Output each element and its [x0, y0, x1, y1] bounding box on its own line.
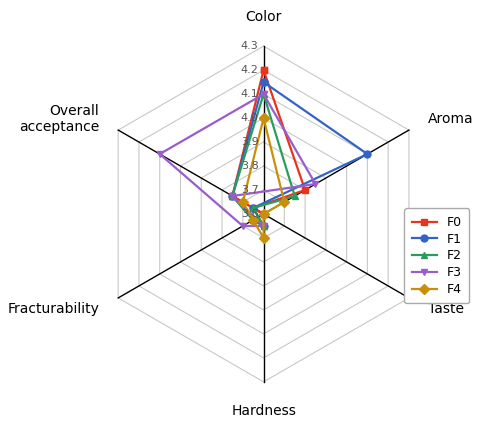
F1 — [250, 217, 256, 223]
F4 — [250, 217, 256, 223]
Line: F2: F2 — [229, 91, 298, 229]
F0 — [260, 68, 266, 73]
F2 — [230, 193, 235, 199]
F3 — [260, 92, 266, 97]
F4 — [260, 211, 266, 217]
F2 — [250, 205, 256, 211]
Text: 4.1: 4.1 — [241, 89, 258, 99]
F3 — [260, 92, 266, 97]
Text: Taste: Taste — [428, 302, 464, 316]
F1 — [364, 152, 370, 157]
Line: F1: F1 — [229, 79, 371, 229]
Text: Overall
acceptance: Overall acceptance — [19, 104, 100, 134]
F4 — [260, 235, 266, 241]
F3 — [240, 223, 246, 229]
Line: F0: F0 — [229, 67, 308, 217]
Text: 3.7: 3.7 — [241, 185, 258, 195]
F2 — [260, 92, 266, 97]
F0 — [260, 211, 266, 217]
F4 — [260, 116, 266, 121]
Text: Hardness: Hardness — [231, 404, 296, 418]
F3 — [230, 193, 235, 199]
F2 — [260, 223, 266, 229]
F1 — [260, 80, 266, 85]
F0 — [230, 193, 235, 199]
Text: 3.9: 3.9 — [241, 137, 258, 147]
Text: 4.0: 4.0 — [241, 113, 258, 123]
F0 — [260, 211, 266, 217]
Text: 3.6: 3.6 — [241, 209, 258, 219]
Text: 3.8: 3.8 — [241, 161, 258, 171]
F2 — [292, 193, 298, 199]
Legend: F0, F1, F2, F3, F4: F0, F1, F2, F3, F4 — [404, 208, 469, 303]
Text: Color: Color — [246, 10, 282, 24]
F4 — [282, 199, 288, 205]
F1 — [250, 205, 256, 211]
F4 — [240, 199, 246, 205]
F2 — [260, 92, 266, 97]
F4 — [260, 116, 266, 121]
F0 — [260, 68, 266, 73]
F1 — [260, 80, 266, 85]
Text: Fracturability: Fracturability — [8, 302, 100, 316]
Text: 4.3: 4.3 — [241, 41, 258, 51]
Line: F4: F4 — [240, 115, 288, 241]
F1 — [260, 223, 266, 229]
Line: F3: F3 — [156, 91, 319, 229]
Text: 4.2: 4.2 — [240, 65, 258, 75]
F0 — [302, 187, 308, 193]
Text: Aroma: Aroma — [428, 112, 474, 126]
F0 — [250, 205, 256, 211]
F3 — [156, 152, 162, 157]
F1 — [230, 193, 235, 199]
F3 — [260, 223, 266, 229]
F3 — [312, 181, 318, 187]
F2 — [250, 217, 256, 223]
